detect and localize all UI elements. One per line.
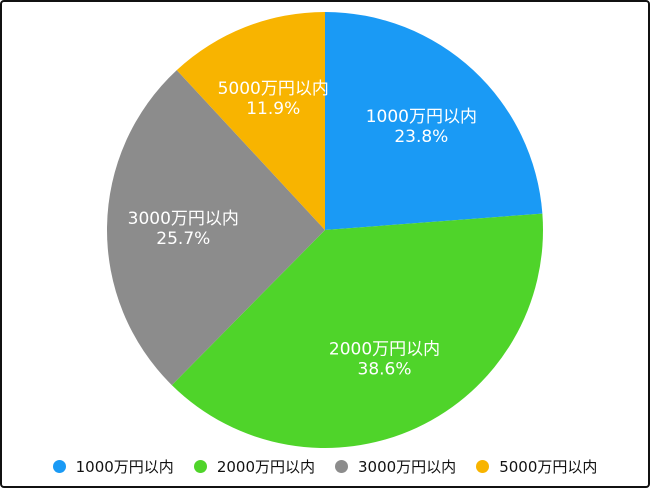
legend-swatch [52,460,66,473]
legend-item: 2000万円以内 [193,456,315,477]
pie-slice [106,70,325,386]
slice-value-label: 11.9% [246,99,300,119]
slice-category-label: 5000万円以内 [218,79,329,99]
legend-item: 1000万円以内 [52,456,174,477]
slice-category-label: 3000万円以内 [128,209,239,229]
legend-swatch [476,460,490,473]
legend-label: 2000万円以内 [216,458,315,476]
pie-slice [171,213,543,448]
legend-swatch [193,460,207,473]
legend-label: 3000万円以内 [358,458,457,476]
pie-slice [325,12,543,230]
legend-label: 1000万円以内 [75,458,174,476]
slice-value-label: 25.7% [156,229,210,249]
legend-swatch [335,460,348,473]
pie-slice [176,12,325,230]
slice-category-label: 1000万円以内 [366,107,477,127]
slice-category-label: 2000万円以内 [329,340,440,360]
legend-label: 5000万円以内 [499,458,598,476]
legend: 1000万円以内 2000万円以内 3000万円以内 5000万円以内 [2,456,648,477]
slice-value-label: 38.6% [358,360,412,380]
slice-value-label: 23.8% [394,127,448,147]
legend-item: 5000万円以内 [476,456,597,477]
legend-item: 3000万円以内 [335,456,456,477]
